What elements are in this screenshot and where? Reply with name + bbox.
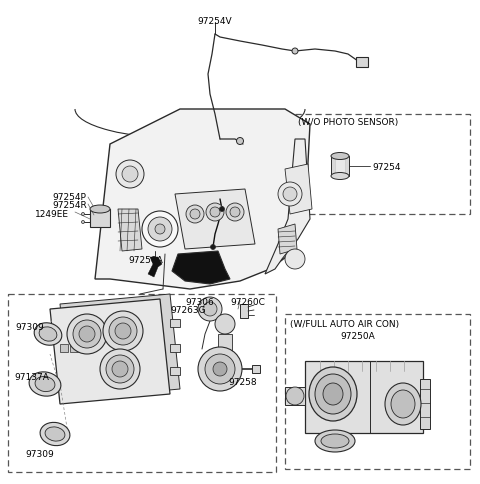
Polygon shape (278, 225, 297, 255)
Bar (218, 334, 232, 352)
Bar (8, 294, 276, 472)
Circle shape (109, 318, 137, 345)
Circle shape (112, 361, 128, 377)
Bar (70, 344, 78, 352)
Bar (240, 304, 248, 318)
Ellipse shape (90, 206, 110, 213)
Ellipse shape (315, 374, 351, 414)
Ellipse shape (385, 383, 421, 425)
Polygon shape (172, 252, 230, 285)
Circle shape (82, 213, 84, 216)
Circle shape (100, 349, 140, 389)
Circle shape (73, 320, 101, 348)
Text: 1249EE: 1249EE (35, 210, 69, 219)
Circle shape (215, 314, 235, 334)
Text: 97260C: 97260C (230, 297, 265, 306)
Circle shape (142, 212, 178, 247)
Polygon shape (285, 165, 312, 214)
Text: 97309: 97309 (25, 449, 54, 458)
Ellipse shape (309, 367, 357, 421)
Ellipse shape (331, 153, 349, 160)
Circle shape (206, 204, 224, 222)
Circle shape (226, 204, 244, 222)
Ellipse shape (315, 430, 355, 452)
Bar (305, 361, 423, 433)
Circle shape (283, 188, 297, 201)
Ellipse shape (35, 377, 55, 392)
Bar (252, 365, 260, 373)
Text: 97250A: 97250A (340, 332, 375, 340)
Circle shape (210, 208, 220, 217)
Text: (W/O PHOTO SENSOR): (W/O PHOTO SENSOR) (298, 118, 398, 127)
Circle shape (148, 217, 172, 242)
Circle shape (198, 297, 222, 321)
Bar (295, 115, 470, 214)
Circle shape (82, 221, 84, 224)
Circle shape (103, 311, 143, 351)
Text: 97137A: 97137A (14, 372, 49, 381)
Polygon shape (265, 140, 310, 274)
Ellipse shape (323, 383, 343, 405)
Circle shape (285, 249, 305, 270)
Polygon shape (175, 190, 255, 249)
Ellipse shape (45, 427, 65, 441)
Bar (90, 210, 110, 227)
Polygon shape (118, 210, 142, 252)
Ellipse shape (286, 387, 304, 405)
Bar (285, 314, 470, 469)
Circle shape (230, 208, 240, 217)
Ellipse shape (331, 173, 349, 180)
Text: 97263G: 97263G (170, 305, 205, 314)
Circle shape (278, 182, 302, 207)
Bar (356, 58, 368, 68)
Bar (420, 379, 430, 429)
Text: 97254P: 97254P (52, 193, 86, 201)
Ellipse shape (391, 390, 415, 418)
Circle shape (205, 354, 235, 384)
Bar (170, 367, 180, 375)
Circle shape (122, 166, 138, 182)
Circle shape (203, 302, 217, 317)
Circle shape (292, 49, 298, 55)
Text: 97258: 97258 (228, 377, 257, 386)
Ellipse shape (34, 323, 62, 346)
Ellipse shape (29, 372, 61, 396)
Polygon shape (50, 300, 170, 404)
Circle shape (115, 323, 131, 339)
Bar (170, 344, 180, 352)
Polygon shape (95, 110, 310, 289)
Text: 97254R: 97254R (52, 200, 87, 210)
Circle shape (67, 314, 107, 354)
Circle shape (186, 206, 204, 224)
Ellipse shape (321, 434, 349, 448)
Bar (170, 319, 180, 327)
Ellipse shape (39, 327, 57, 341)
Text: 97309: 97309 (15, 322, 44, 332)
Circle shape (155, 225, 165, 235)
Text: 97254V: 97254V (198, 17, 232, 26)
Bar (285, 387, 305, 405)
Circle shape (190, 210, 200, 220)
Text: 97306: 97306 (185, 297, 214, 306)
Text: 97254: 97254 (372, 163, 400, 172)
Circle shape (211, 245, 216, 250)
Circle shape (79, 326, 95, 342)
Polygon shape (60, 294, 180, 399)
Bar (60, 344, 68, 352)
Bar (331, 157, 349, 177)
Text: 97250A: 97250A (128, 256, 163, 264)
Text: (W/FULL AUTO AIR CON): (W/FULL AUTO AIR CON) (290, 319, 399, 328)
Bar (335, 160, 345, 174)
Circle shape (219, 207, 225, 212)
Ellipse shape (40, 423, 70, 446)
Circle shape (213, 362, 227, 376)
Circle shape (198, 348, 242, 391)
Circle shape (106, 355, 134, 383)
Circle shape (237, 138, 243, 145)
Polygon shape (148, 257, 162, 277)
Circle shape (116, 161, 144, 189)
